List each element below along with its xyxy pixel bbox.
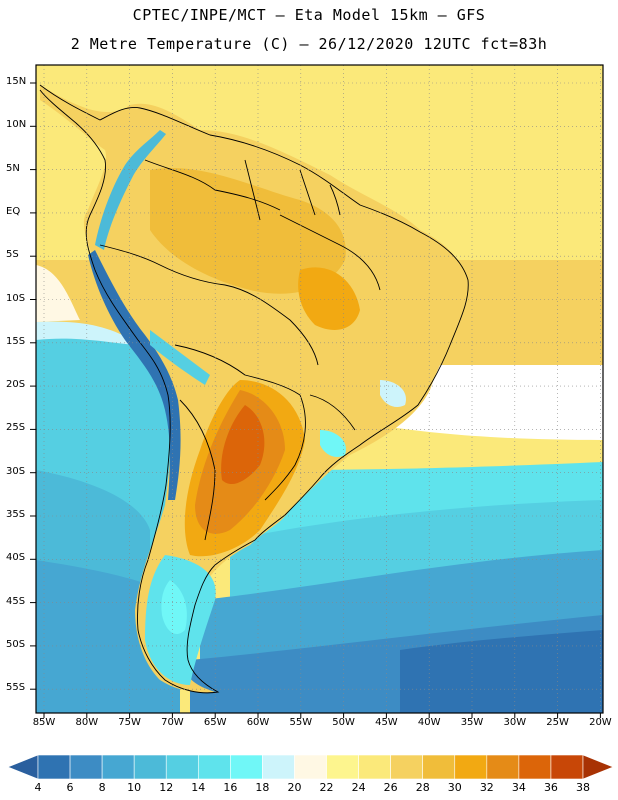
colorbar-label: 24 xyxy=(351,781,366,794)
colorbar-label: 32 xyxy=(479,781,494,794)
colorbar-swatch xyxy=(390,754,424,780)
lat-label: 50S xyxy=(6,638,26,650)
colorbar-swatch xyxy=(230,754,263,780)
lat-label: 25S xyxy=(6,422,26,434)
border-path-2 xyxy=(99,244,226,286)
lon-label: 45W xyxy=(375,717,398,728)
map-frame xyxy=(35,64,604,714)
border-path-3 xyxy=(224,284,319,366)
colorbar-label: 34 xyxy=(511,781,526,794)
colorbar-label: 4 xyxy=(34,781,42,794)
colorbar-swatch xyxy=(165,754,199,780)
colorbar-swatch xyxy=(262,754,295,780)
lat-label: 30S xyxy=(6,465,26,477)
field-patagonia xyxy=(161,580,187,635)
lat-label: 10S xyxy=(6,292,26,304)
colorbar-swatch xyxy=(454,754,488,780)
field-andes-cold xyxy=(88,250,181,500)
colorbar-swatch xyxy=(133,754,167,780)
lat-label: 15S xyxy=(6,335,26,347)
colorbar-label: 38 xyxy=(576,781,590,794)
lon-label: 80W xyxy=(75,717,99,728)
colorbar-swatch xyxy=(550,754,584,780)
colorbar-label: 20 xyxy=(287,781,302,794)
colorbar-swatch xyxy=(326,754,359,780)
colorbar-label: 18 xyxy=(255,781,270,794)
lat-label: 5S xyxy=(6,249,19,261)
border-path-4 xyxy=(174,344,301,396)
lat-label: 35S xyxy=(6,509,26,520)
lon-label: 85W xyxy=(32,717,56,728)
lat-label: 10N xyxy=(6,119,27,131)
field-pale-coast xyxy=(36,265,80,322)
colorbar-label: 22 xyxy=(319,781,334,794)
lon-label: 50W xyxy=(332,717,355,728)
lat-label: 45S xyxy=(6,595,26,607)
colorbar-label: 8 xyxy=(98,781,106,794)
colorbar-label: 6 xyxy=(66,781,74,794)
field-hottest xyxy=(221,405,265,485)
colorbar-swatch xyxy=(582,754,614,780)
lon-label: 70W xyxy=(161,717,184,728)
graticule xyxy=(36,65,603,713)
colorbar-swatch xyxy=(197,754,231,780)
colorbar-swatch xyxy=(358,754,391,780)
lon-label: 25W xyxy=(546,717,569,728)
colorbar-label: 28 xyxy=(415,781,430,794)
border-path-11 xyxy=(329,184,341,216)
lat-label: 40S xyxy=(6,552,26,564)
colorbar-swatch xyxy=(101,754,135,780)
lon-label: 35W xyxy=(460,717,484,728)
colorbar-swatch xyxy=(69,754,103,780)
border-path-8 xyxy=(279,214,381,291)
chart-title-line1: CPTEC/INPE/MCT – Eta Model 15km – GFS xyxy=(132,6,486,24)
border-path-5 xyxy=(264,394,306,501)
lon-label: 40W xyxy=(417,717,441,728)
field-deepest-blue xyxy=(400,630,603,713)
colorbar-label: 10 xyxy=(127,781,142,794)
field-andes-north xyxy=(95,130,166,250)
lat-label: 5N xyxy=(6,162,20,174)
field-se-coast-cool2 xyxy=(320,430,346,457)
colorbar xyxy=(7,754,614,780)
temperature-field xyxy=(36,65,603,713)
colorbar-label: 36 xyxy=(543,781,558,794)
lon-label: 75W xyxy=(118,717,141,728)
colorbar-label: 14 xyxy=(191,781,206,794)
lon-label: 30W xyxy=(503,717,527,728)
border-path-10 xyxy=(299,169,316,216)
colorbar-swatch xyxy=(294,754,327,780)
colorbar-label: 30 xyxy=(447,781,462,794)
field-se-coast-cool xyxy=(380,380,406,407)
lat-label: 15N xyxy=(6,76,27,87)
field-pale-strip xyxy=(36,321,140,345)
field-amazon-warm xyxy=(150,167,346,294)
colorbar-label: 16 xyxy=(223,781,238,794)
lat-label: EQ xyxy=(6,205,21,217)
coastline-path xyxy=(39,84,469,694)
lon-label: 55W xyxy=(289,717,313,728)
lon-label: 65W xyxy=(203,717,227,728)
lon-label: 20W xyxy=(589,717,612,728)
lat-label: 20S xyxy=(6,379,26,391)
colorbar-label: 26 xyxy=(383,781,398,794)
field-andes-mid xyxy=(150,330,210,385)
colorbar-swatch xyxy=(422,754,456,780)
colorbar-swatch xyxy=(37,754,71,780)
colorbar-label: 12 xyxy=(159,781,174,794)
colorbar-swatch xyxy=(486,754,520,780)
colorbar-swatch xyxy=(7,754,39,780)
lat-label: 55S xyxy=(6,682,26,694)
field-brazil-core xyxy=(298,267,360,330)
colorbar-swatch xyxy=(518,754,552,780)
border-path-9 xyxy=(244,159,261,221)
country-boundaries xyxy=(39,84,469,694)
chart-title-line2: 2 Metre Temperature (C) – 26/12/2020 12U… xyxy=(70,35,548,53)
lon-label: 60W xyxy=(246,717,270,728)
border-path-7 xyxy=(309,394,356,431)
